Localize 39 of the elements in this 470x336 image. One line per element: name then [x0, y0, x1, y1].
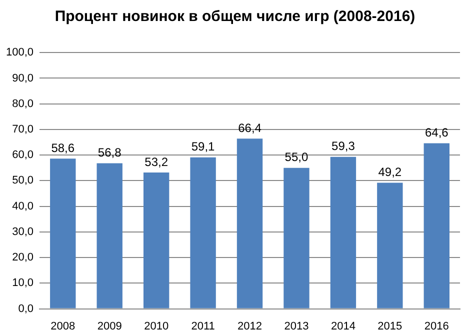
bar: [330, 156, 356, 308]
data-label: 59,3: [332, 139, 356, 154]
bar: [96, 163, 122, 308]
data-label: 56,8: [98, 146, 122, 160]
chart-title: Процент новинок в общем числе игр (2008-2016): [54, 8, 416, 25]
x-tick-label: 2011: [191, 320, 215, 332]
y-tick-label: 10,0: [12, 277, 34, 290]
bar: [50, 158, 76, 308]
bar: [424, 143, 450, 308]
x-tick-label: 2010: [144, 320, 169, 332]
bar: [143, 172, 170, 308]
x-tick-label: 2015: [378, 320, 402, 332]
y-tick-label: 60,0: [12, 149, 34, 162]
y-tick-label: 40,0: [12, 200, 34, 212]
y-tick-label: 100,0: [6, 46, 34, 59]
data-label: 53,2: [144, 154, 168, 169]
x-tick-label: 2012: [238, 320, 262, 332]
y-tick-label: 80,0: [12, 98, 34, 110]
y-tick-label: 90,0: [12, 72, 34, 84]
y-tick-label: 70,0: [12, 123, 34, 136]
x-tick-label: 2013: [284, 320, 309, 332]
y-tick-label: 50,0: [12, 174, 34, 187]
y-tick-label: 0,0: [18, 302, 34, 315]
y-tick-label: 20,0: [12, 252, 34, 264]
x-tick-label: 2016: [424, 320, 449, 332]
bar: [284, 168, 310, 308]
data-label: 58,6: [51, 140, 75, 155]
data-label: 66,4: [238, 120, 262, 135]
bar: [377, 182, 403, 308]
data-label: 64,6: [424, 126, 449, 140]
data-label: 59,1: [191, 140, 216, 154]
data-label: 55,0: [284, 150, 308, 164]
bar: [236, 138, 263, 308]
x-tick-label: 2014: [330, 320, 356, 332]
x-tick-label: 2008: [50, 320, 76, 332]
data-label: 49,2: [378, 165, 402, 180]
y-tick-label: 30,0: [12, 226, 34, 238]
bar: [190, 157, 216, 308]
x-tick-label: 2009: [97, 320, 122, 332]
